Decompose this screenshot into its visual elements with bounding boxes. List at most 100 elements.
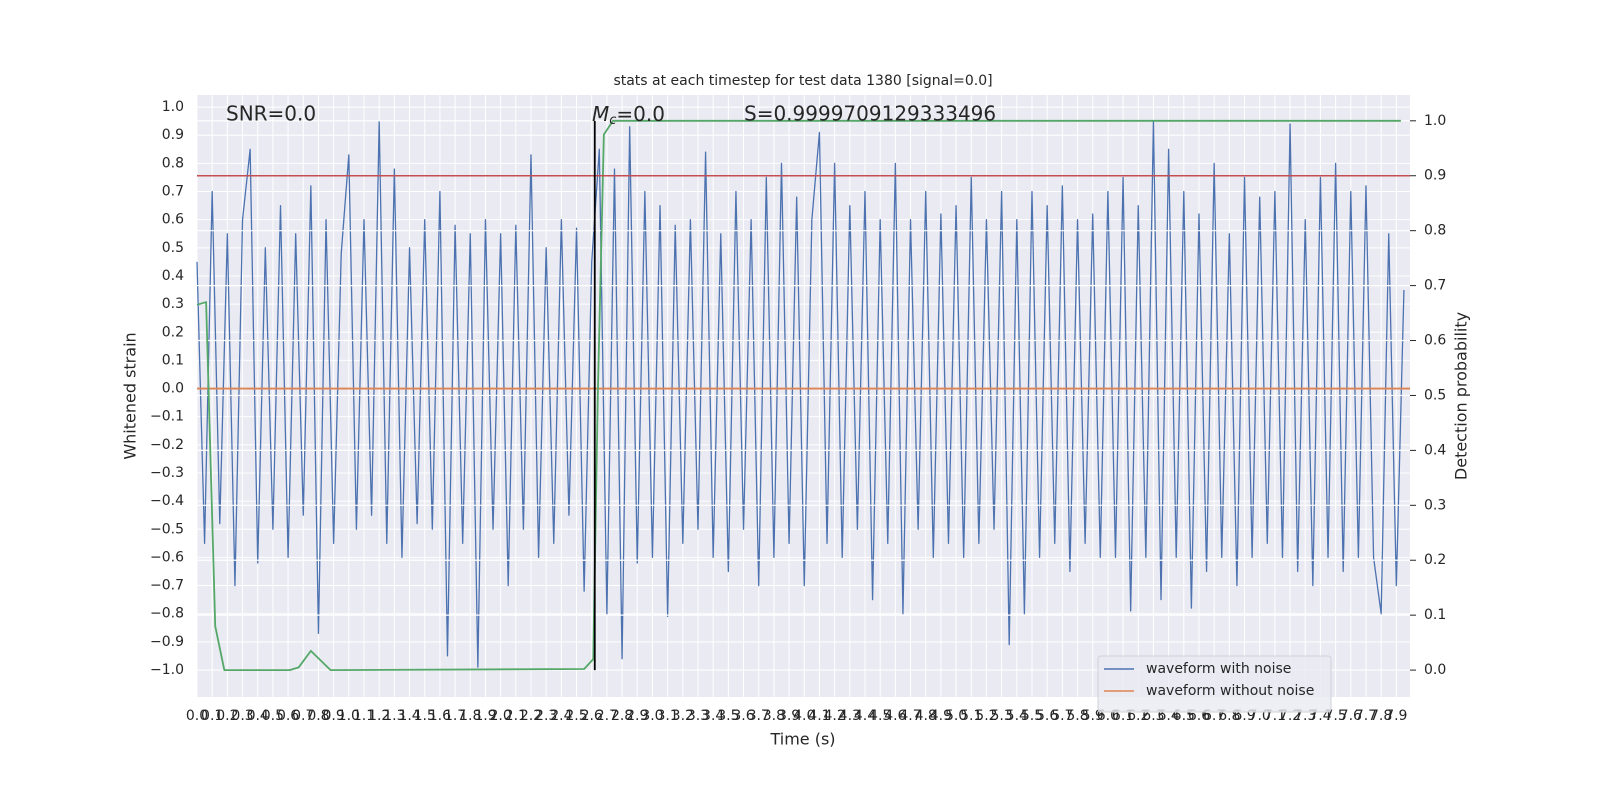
x-tick-label: 4.3: [839, 708, 861, 724]
s-annotation: S=0.9999709129333496: [744, 102, 996, 126]
x-tick-label: 3.3: [687, 708, 709, 724]
x-tick-label: 1.9: [474, 708, 496, 724]
x-tick-label: 0.4: [247, 708, 269, 724]
x-tick-label: 5.1: [960, 708, 982, 724]
x-tick-label: 2.2: [520, 708, 542, 724]
x-tick-label: 0.1: [201, 708, 223, 724]
x-tick-label: 0.6: [277, 708, 299, 724]
x-tick-label: 0.9: [323, 708, 345, 724]
y-tick-label: 0.9: [162, 127, 184, 143]
y2-tick-label: 0.2: [1424, 552, 1446, 568]
y2-tick-label: 0.4: [1424, 442, 1446, 458]
y-tick-label: 0.4: [162, 268, 184, 284]
x-tick-label: 1.3: [383, 708, 405, 724]
x-tick-label: 2.4: [550, 708, 572, 724]
y-tick-label: 0.8: [162, 155, 184, 171]
mc-annotation: Mc=0.0: [592, 102, 665, 128]
y-tick-label: −1.0: [150, 662, 184, 678]
x-tick-label: 2.5: [565, 708, 587, 724]
y2-tick-label: 0.5: [1424, 387, 1446, 403]
x-tick-label: 3.9: [778, 708, 800, 724]
x-tick-label: 5.7: [1051, 708, 1073, 724]
x-tick-label: 1.1: [353, 708, 375, 724]
x-tick-label: 3.8: [763, 708, 785, 724]
x-tick-label: 5.2: [975, 708, 997, 724]
x-tick-label: 4.9: [930, 708, 952, 724]
y-tick-label: −0.9: [150, 634, 184, 650]
y-tick-label: 0.7: [162, 184, 184, 200]
y2-tick-label: 0.0: [1424, 662, 1446, 678]
x-tick-label: 4.0: [793, 708, 815, 724]
x-tick-label: 5.0: [945, 708, 967, 724]
legend-label: waveform with noise: [1146, 661, 1291, 677]
x-tick-label: 0.8: [307, 708, 329, 724]
legend-box: [1097, 655, 1332, 713]
x-tick-label: 1.0: [338, 708, 360, 724]
y-tick-label: 0.0: [162, 381, 184, 397]
x-tick-label: 3.4: [702, 708, 724, 724]
x-tick-label: 1.6: [429, 708, 451, 724]
x-tick-label: 7.7: [1355, 708, 1377, 724]
x-tick-label: 5.9: [1082, 708, 1104, 724]
x-tick-label: 5.8: [1066, 708, 1088, 724]
x-tick-label: 0.2: [216, 708, 238, 724]
x-tick-label: 2.9: [626, 708, 648, 724]
x-tick-label: 1.4: [398, 708, 420, 724]
x-tick-label: 5.3: [990, 708, 1012, 724]
x-tick-label: 1.5: [414, 708, 436, 724]
y-tick-label: −0.3: [150, 465, 184, 481]
x-tick-label: 3.0: [641, 708, 663, 724]
x-tick-label: 7.8: [1370, 708, 1392, 724]
y-tick-label: 0.2: [162, 324, 184, 340]
x-tick-label: 2.1: [505, 708, 527, 724]
x-tick-label: 2.8: [611, 708, 633, 724]
y2-tick-label: 1.0: [1424, 113, 1446, 129]
x-tick-label: 0.5: [262, 708, 284, 724]
y-tick-label: 0.3: [162, 296, 184, 312]
y-tick-label: −0.6: [150, 549, 184, 565]
x-tick-label: 4.4: [854, 708, 876, 724]
y-tick-label: −0.1: [150, 409, 184, 425]
y-tick-label: 0.1: [162, 352, 184, 368]
y2-axis-label: Detection probability: [1452, 312, 1471, 480]
x-tick-label: 2.7: [596, 708, 618, 724]
y-tick-label: −0.7: [150, 578, 184, 594]
x-tick-label: 5.6: [1036, 708, 1058, 724]
y-tick-label: −0.4: [150, 493, 184, 509]
x-tick-label: 7.6: [1340, 708, 1362, 724]
x-tick-label: 3.1: [656, 708, 678, 724]
mc-text: =0.0: [616, 102, 665, 126]
x-tick-label: 4.7: [899, 708, 921, 724]
y-tick-label: −0.8: [150, 606, 184, 622]
x-tick-label: 2.3: [535, 708, 557, 724]
chart-title: stats at each timestep for test data 138…: [613, 73, 992, 89]
x-tick-label: 3.6: [732, 708, 754, 724]
y2-tick-label: 0.6: [1424, 333, 1446, 349]
x-tick-label: 4.1: [808, 708, 830, 724]
x-tick-label: 4.2: [823, 708, 845, 724]
x-tick-label: 3.5: [717, 708, 739, 724]
mc-symbol: M: [592, 102, 609, 126]
x-tick-label: 4.6: [884, 708, 906, 724]
snr-annotation: SNR=0.0: [226, 102, 316, 126]
series-line: [196, 120, 1405, 668]
x-tick-label: 0.7: [292, 708, 314, 724]
y-tick-label: 1.0: [162, 99, 184, 115]
y2-tick-label: 0.7: [1424, 278, 1446, 294]
legend-label: waveform without noise: [1146, 683, 1314, 699]
mc-subscript: c: [609, 113, 616, 128]
x-tick-label: 2.0: [489, 708, 511, 724]
x-axis-label: Time (s): [769, 730, 835, 749]
y-tick-label: 0.6: [162, 212, 184, 228]
y-tick-label: 0.5: [162, 240, 184, 256]
legend: waveform with noise waveform without nois…: [1097, 655, 1332, 713]
y-tick-label: −0.2: [150, 437, 184, 453]
y2-tick-label: 0.9: [1424, 168, 1446, 184]
x-tick-label: 1.7: [444, 708, 466, 724]
y2-tick-label: 0.8: [1424, 223, 1446, 239]
y2-tick-label: 0.3: [1424, 497, 1446, 513]
series-line: [196, 119, 1401, 671]
x-tick-label: 4.8: [915, 708, 937, 724]
x-tick-label: 0.0: [186, 708, 208, 724]
